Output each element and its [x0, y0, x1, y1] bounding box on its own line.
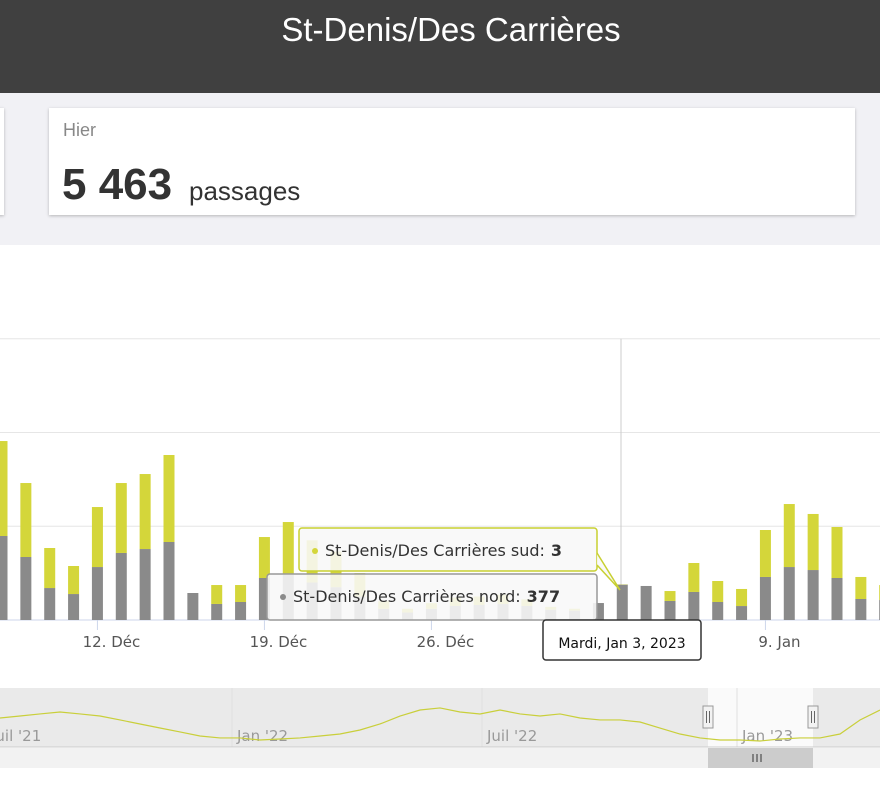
- navigator-label: Jan '23: [741, 727, 793, 745]
- bar-segment: [783, 504, 795, 568]
- x-tick-label: 9. Jan: [758, 633, 800, 651]
- navigator-label: Juil '22: [486, 727, 537, 745]
- bar-segment: [139, 474, 151, 550]
- tooltip-value: 3: [551, 541, 562, 560]
- bar-segment: [736, 588, 748, 607]
- navigator-line: [0, 707, 880, 742]
- bar-segment: [855, 576, 867, 599]
- navigator: [0, 688, 880, 747]
- bar-segment: [258, 537, 270, 578]
- tooltip-label: St-Denis/Des Carrières sud:: [325, 541, 545, 560]
- bar-segment: [688, 591, 700, 620]
- bar-segment: [139, 549, 151, 620]
- bar-segment: [211, 603, 223, 620]
- bar-segment: [282, 522, 294, 575]
- card-unit: passages: [189, 176, 301, 206]
- card-value: 5 463: [62, 160, 173, 209]
- x-tick-label: 19. Déc: [250, 633, 308, 651]
- summary-card: Hier 5 463 passages: [49, 108, 855, 215]
- bar-segment: [712, 581, 724, 602]
- tooltip-dot: [280, 594, 286, 600]
- bar-segment: [91, 507, 103, 568]
- card-edge: [0, 108, 4, 215]
- bar-segment: [115, 483, 127, 553]
- tooltip-dot: [312, 548, 318, 554]
- bar-segment: [44, 548, 56, 589]
- navigator-bg: [0, 688, 880, 747]
- summary-band: Hier 5 463 passages: [0, 93, 880, 245]
- header: St-Denis/Des Carrières: [0, 0, 880, 93]
- bar-segment: [187, 593, 199, 620]
- bar-segment: [68, 594, 80, 620]
- navigator-handle[interactable]: [807, 705, 819, 729]
- bar-segment: [258, 578, 270, 620]
- navigator-label: Juil '21: [0, 727, 41, 745]
- tooltip-date-text: Mardi, Jan 3, 2023: [558, 636, 685, 652]
- bar-segment: [664, 600, 676, 620]
- bar-segment: [44, 588, 56, 620]
- bar-segment: [807, 513, 819, 571]
- bar-segment: [783, 567, 795, 620]
- navigator-handle[interactable]: [702, 705, 714, 729]
- tooltip-text: St-Denis/Des Carrières sud: 3: [325, 541, 562, 560]
- bar-segment: [592, 603, 604, 620]
- bar-segment: [759, 576, 771, 620]
- page-title: St-Denis/Des Carrières: [281, 11, 621, 48]
- tooltip-value: 377: [527, 587, 560, 606]
- scrollbar-track: [0, 748, 880, 768]
- bar-segment: [736, 606, 748, 620]
- bar-segment: [163, 455, 175, 542]
- bar-segment: [115, 552, 127, 620]
- bar-segment: [831, 527, 843, 578]
- bar-segment: [855, 599, 867, 620]
- bar-segment: [235, 585, 247, 602]
- bar-segment: [68, 566, 80, 595]
- x-tick-label: 12. Déc: [83, 633, 141, 651]
- x-tick-label: 26. Déc: [417, 633, 475, 651]
- bar-segment: [688, 563, 700, 592]
- tooltip-text: St-Denis/Des Carrières nord: 377: [293, 587, 560, 606]
- bar-segment: [831, 578, 843, 620]
- bar-segment: [20, 557, 32, 620]
- tooltip-sud: [298, 527, 598, 572]
- bar-segment: [235, 602, 247, 620]
- navigator-mask: [0, 688, 708, 747]
- bar-segment: [0, 536, 8, 620]
- bar-segment: [664, 591, 676, 601]
- tooltip-date: [542, 619, 702, 661]
- bar-segment: [616, 584, 628, 620]
- card-label: Hier: [63, 120, 97, 140]
- navigator-label: Jan '22: [236, 727, 288, 745]
- bar-segment: [20, 483, 32, 557]
- bar-segment: [759, 530, 771, 577]
- bar-segment: [712, 602, 724, 620]
- bar-segment: [0, 441, 8, 536]
- bar-segment: [211, 585, 223, 604]
- bar-segment: [163, 542, 175, 620]
- bar-segment: [807, 570, 819, 620]
- bar-segment: [91, 567, 103, 620]
- bar-segment: [640, 585, 652, 620]
- tooltip-nord: [266, 573, 598, 621]
- navigator-mask: [813, 688, 880, 747]
- tooltip-label: St-Denis/Des Carrières nord:: [293, 587, 521, 606]
- tooltip-pointer: [596, 552, 621, 591]
